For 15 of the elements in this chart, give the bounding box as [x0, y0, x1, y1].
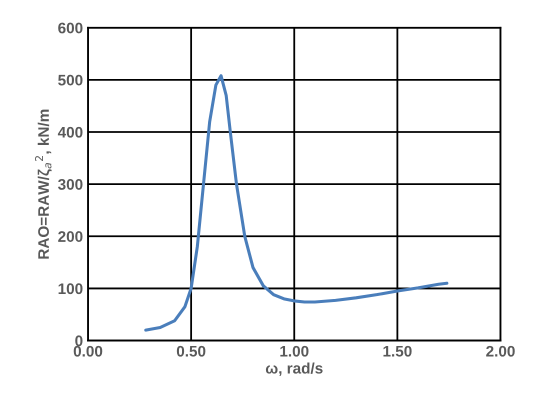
y-tick-label: 0	[75, 335, 83, 346]
x-tick-label: 0.50	[176, 346, 206, 357]
y-tick-label: 600	[58, 22, 83, 34]
x-axis-title: ω, rad/s	[266, 362, 323, 376]
x-tick-label: 0.00	[74, 346, 102, 357]
y-tick-label: 200	[58, 231, 83, 242]
y-tick-label: 500	[58, 74, 83, 86]
y-axis-title: RAO=RAW/ζ$_{a}$$^{2}$, kN/m	[35, 110, 52, 259]
line-series	[144, 74, 448, 332]
y-tick-label: 300	[58, 179, 83, 190]
x-tick-label: 2.00	[486, 346, 515, 357]
x-tick-label: 1.00	[280, 346, 308, 357]
y-tick-label: 400	[58, 126, 83, 138]
y-tick-label: 100	[58, 283, 83, 294]
x-tick-label: 1.50	[383, 346, 412, 357]
